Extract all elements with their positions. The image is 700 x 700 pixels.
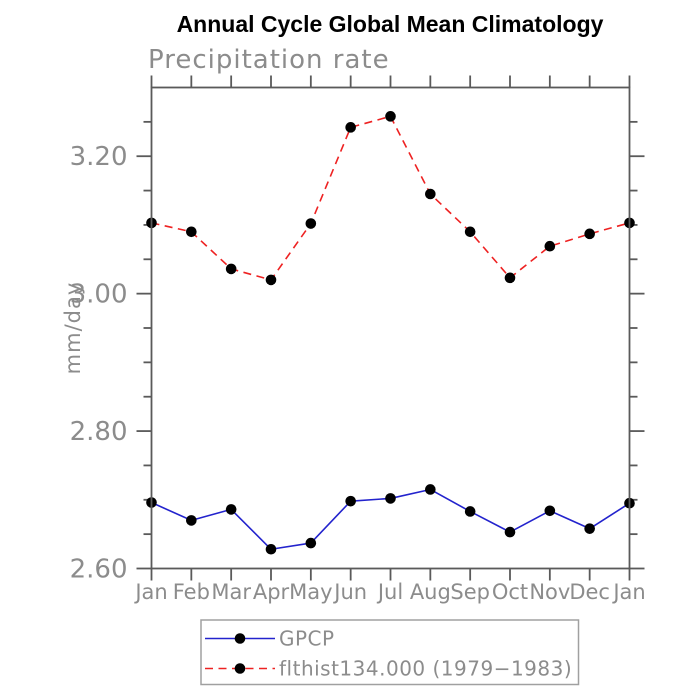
flthist-marker-jun-5 (345, 122, 356, 133)
gpcp-marker-jul-6 (385, 493, 396, 504)
x-tick-label: Jan (133, 580, 167, 604)
x-tick-label: May (289, 580, 332, 604)
flthist-marker-feb-1 (186, 226, 197, 238)
gpcp-legend-marker-icon (234, 633, 246, 644)
x-tick-label: Dec (569, 580, 610, 604)
flthist-marker-jul-6 (385, 111, 396, 122)
gpcp-legend-label: GPCP (279, 627, 335, 651)
legend-box (200, 619, 580, 686)
plot-border (150, 86, 631, 570)
x-tick-label: Oct (492, 580, 528, 604)
gpcp-marker-sep-8 (464, 506, 476, 517)
y-tick-label: 3.00 (70, 280, 128, 310)
flthist-marker-apr-3 (265, 274, 277, 286)
flthist-marker-nov-10 (544, 240, 556, 252)
x-tick-label: Jul (376, 580, 403, 604)
legend-item-flthist: flthist134.000 (1979−1983) (205, 657, 572, 681)
flthist-marker-may-4 (305, 218, 317, 229)
legend: GPCP flthist134.000 (1979−1983) (200, 619, 580, 686)
flthist-line (151, 115, 630, 281)
y-tick-label: 2.60 (70, 555, 128, 585)
gpcp-marker-dec-11 (584, 523, 595, 534)
gpcp-marker-aug-7 (425, 484, 436, 495)
x-tick-label: Jan (611, 580, 645, 604)
x-tick-label: Mar (211, 580, 251, 604)
gpcp-marker-apr-3 (265, 543, 277, 555)
flthist-legend-marker-icon (234, 663, 246, 674)
chart-subtitle: Precipitation rate (148, 45, 390, 75)
x-tick-label: Nov (529, 580, 570, 604)
x-tick-label: Jun (332, 580, 367, 604)
flthist-marker-sep-8 (464, 226, 476, 238)
gpcp-marker-may-4 (305, 537, 317, 549)
y-tick-label: 3.20 (70, 142, 128, 172)
x-tick-label: Sep (450, 580, 490, 604)
flthist-marker-oct-9 (504, 272, 516, 284)
flthist-marker-aug-7 (425, 188, 436, 200)
gpcp-marker-jun-5 (345, 495, 356, 507)
x-tick-label: Feb (173, 580, 210, 604)
flthist-marker-dec-11 (584, 228, 595, 240)
series-group (146, 111, 635, 555)
flthist-legend-label: flthist134.000 (1979−1983) (279, 657, 572, 681)
flthist-marker-mar-2 (225, 263, 237, 275)
x-tick-label: Apr (253, 580, 290, 604)
gpcp-marker-mar-2 (225, 504, 237, 515)
y-tick-label: 2.80 (70, 417, 128, 447)
legend-item-gpcp: GPCP (205, 627, 335, 651)
y-axis-label: mm/day (61, 282, 85, 375)
gpcp-marker-oct-9 (504, 526, 516, 538)
chart-title: Annual Cycle Global Mean Climatology (177, 11, 604, 37)
gpcp-marker-nov-10 (544, 505, 556, 517)
gpcp-marker-feb-1 (186, 515, 197, 526)
x-tick-label: Aug (410, 580, 451, 604)
